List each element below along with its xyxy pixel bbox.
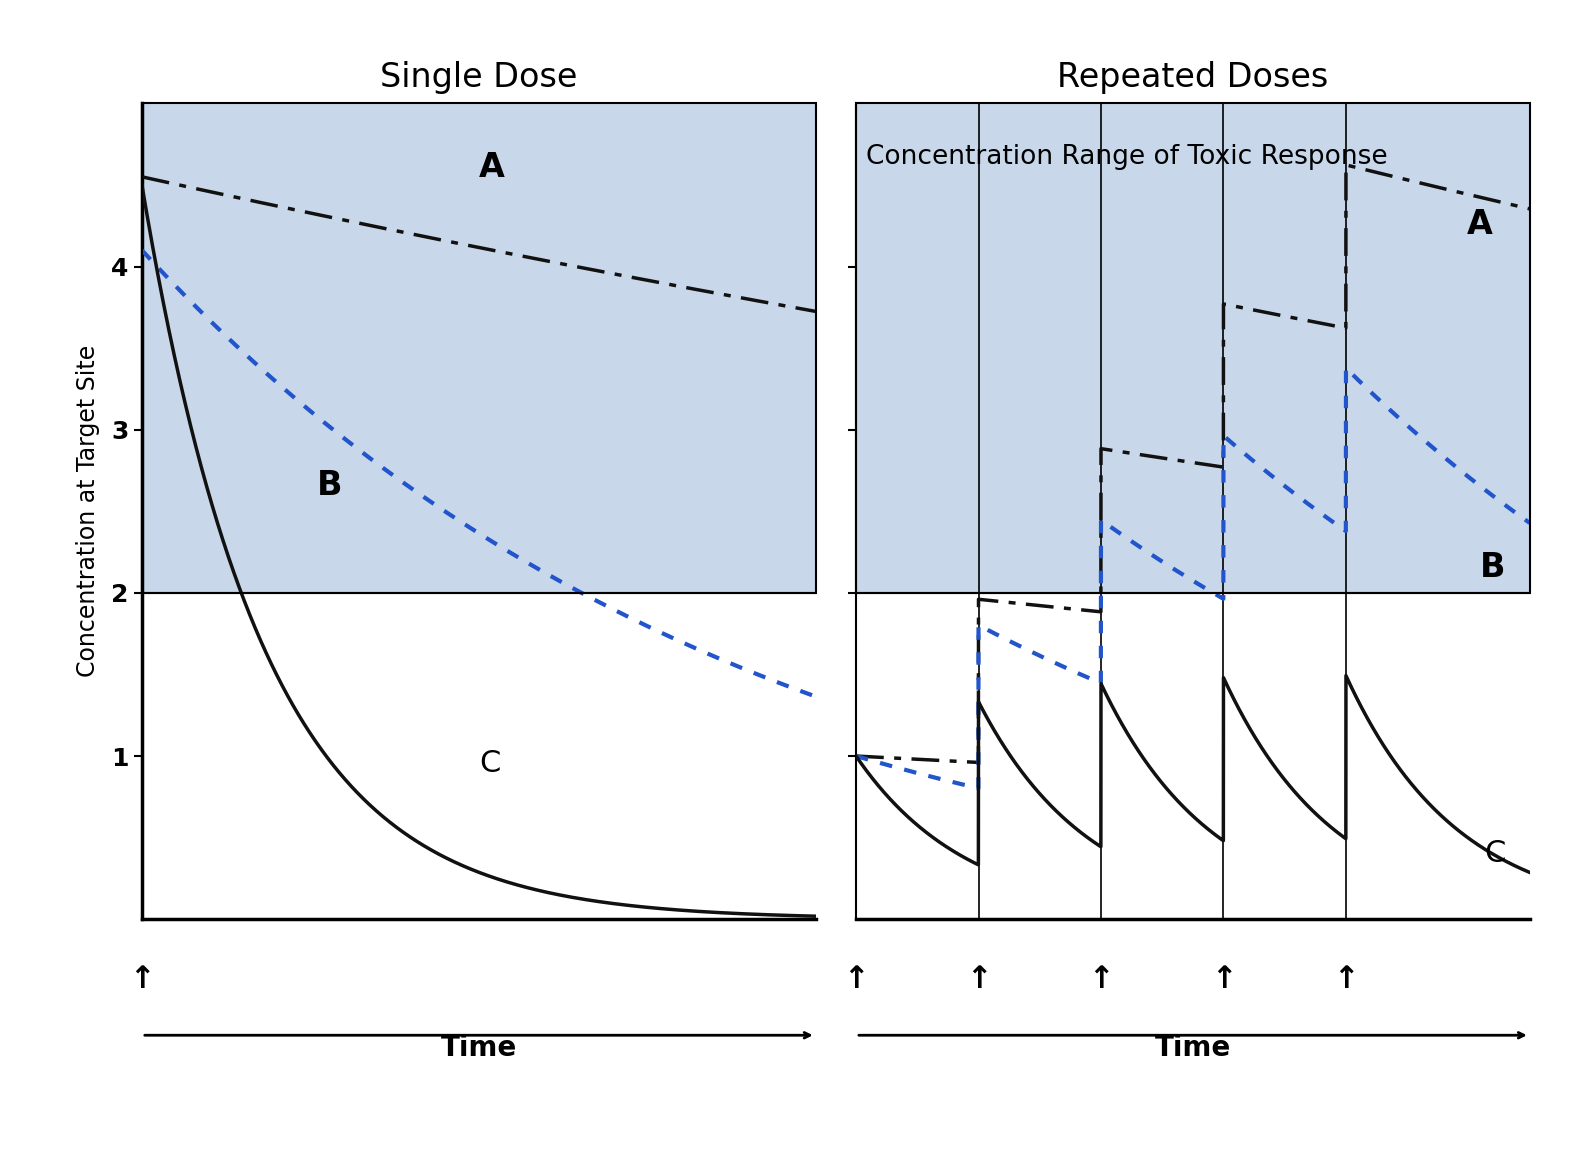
Text: B: B: [1479, 550, 1504, 584]
Text: C: C: [479, 749, 500, 778]
Text: ↑: ↑: [1088, 965, 1113, 994]
Text: B: B: [317, 469, 342, 502]
Text: A: A: [479, 151, 505, 184]
Title: Repeated Doses: Repeated Doses: [1057, 61, 1328, 94]
Text: ↑: ↑: [1333, 965, 1359, 994]
Bar: [142, 103, 815, 593]
Bar: [856, 103, 1530, 593]
Title: Single Dose: Single Dose: [380, 61, 577, 94]
Text: ↑: ↑: [1211, 965, 1236, 994]
Text: A: A: [1467, 208, 1493, 241]
Text: Time: Time: [440, 1034, 517, 1062]
Text: ↑: ↑: [844, 965, 869, 994]
Y-axis label: Concentration at Target Site: Concentration at Target Site: [76, 345, 99, 678]
Text: ↑: ↑: [965, 965, 992, 994]
Bar: [856, 103, 1530, 593]
Text: Time: Time: [1154, 1034, 1232, 1062]
Text: ↑: ↑: [129, 965, 155, 994]
Text: Concentration Range of Toxic Response: Concentration Range of Toxic Response: [866, 144, 1388, 170]
Text: C: C: [1484, 839, 1504, 869]
Bar: [142, 103, 815, 593]
